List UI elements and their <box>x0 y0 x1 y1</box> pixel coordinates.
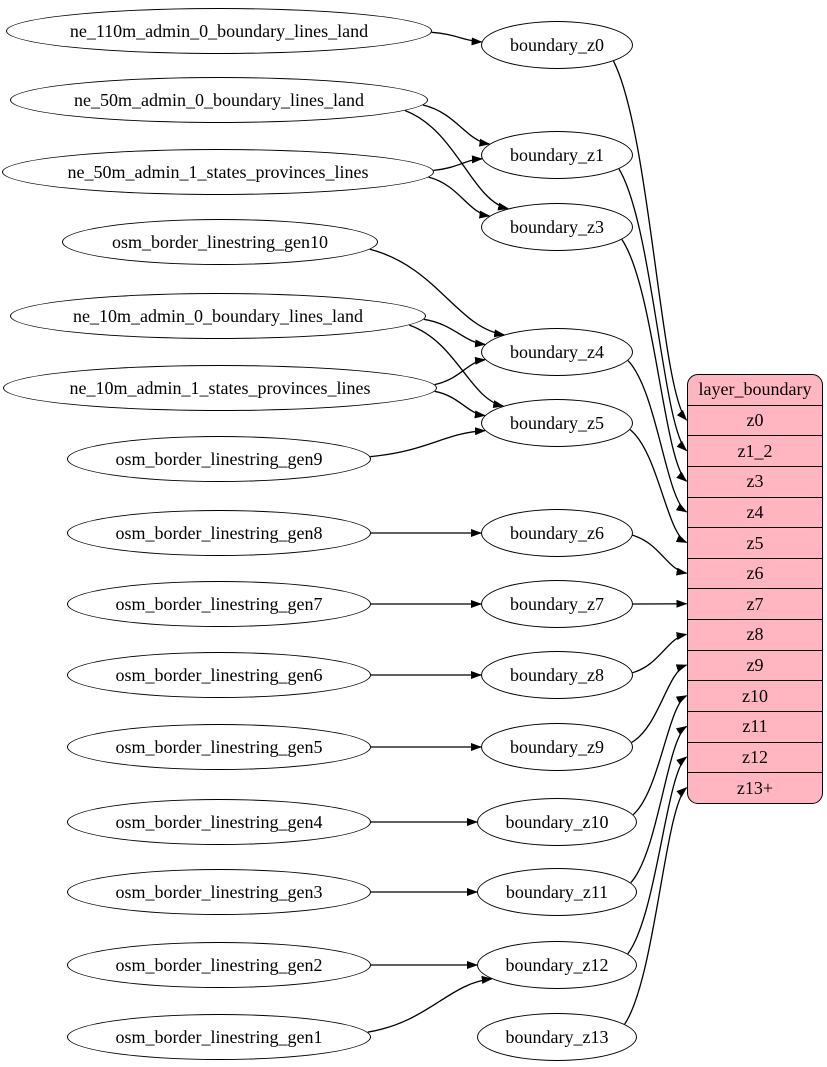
edge-ne_110m_admin_0_boundary_lines_land-to-boundary_z0 <box>431 31 483 46</box>
table-row-z5: z5 <box>688 527 822 558</box>
edge-boundary_z12-to-z12 <box>627 756 688 955</box>
node-boundary-z13: boundary_z13 <box>477 1013 637 1061</box>
node-ne-50m-admin-1-states-provinces-lines: ne_50m_admin_1_states_provinces_lines <box>2 149 434 195</box>
node-boundary-z10: boundary_z10 <box>477 798 637 846</box>
table-row-z0: z0 <box>688 404 822 436</box>
edge-osm_border_linestring_gen9-to-boundary_z5 <box>370 427 486 458</box>
table-row-z9: z9 <box>688 649 822 681</box>
node-osm-border-linestring-gen4: osm_border_linestring_gen4 <box>67 799 371 845</box>
node-boundary-z11: boundary_z11 <box>477 868 637 916</box>
node-boundary-z8: boundary_z8 <box>481 651 633 699</box>
node-boundary-z6: boundary_z6 <box>481 509 633 557</box>
edge-ne_10m_admin_0_boundary_lines_land-to-boundary_z4 <box>423 318 486 348</box>
edge-boundary_z8-to-z8 <box>632 632 688 674</box>
node-ne-110m-admin-0-boundary-lines-land: ne_110m_admin_0_boundary_lines_land <box>6 8 432 54</box>
table-title: layer_boundary <box>698 379 812 400</box>
node-osm-border-linestring-gen3: osm_border_linestring_gen3 <box>67 869 371 915</box>
node-boundary-z0: boundary_z0 <box>481 21 633 69</box>
node-boundary-z7: boundary_z7 <box>481 580 633 628</box>
node-boundary-z4: boundary_z4 <box>481 328 633 376</box>
node-osm-border-linestring-gen9: osm_border_linestring_gen9 <box>67 436 371 482</box>
edge-osm_border_linestring_gen1-to-boundary_z12 <box>367 975 493 1033</box>
table-row-z11: z11 <box>688 711 822 742</box>
edge-ne_50m_admin_0_boundary_lines_land-to-boundary_z1 <box>422 104 491 147</box>
node-boundary-z1: boundary_z1 <box>481 131 633 179</box>
table-row-z13-plus: z13+ <box>688 772 822 803</box>
node-ne-10m-admin-0-boundary-lines-land: ne_10m_admin_0_boundary_lines_land <box>10 293 426 339</box>
table-row-z10: z10 <box>688 680 822 711</box>
table-row-z8: z8 <box>688 619 822 650</box>
table-row-z6: z6 <box>688 557 822 589</box>
node-ne-10m-admin-1-states-provinces-lines: ne_10m_admin_1_states_provinces_lines <box>3 365 437 411</box>
node-osm-border-linestring-gen6: osm_border_linestring_gen6 <box>67 652 371 698</box>
layer-boundary-table: layer_boundary z0 z1_2 z3 z4 z5 z6 z7 z8… <box>687 374 823 804</box>
node-ne-50m-admin-0-boundary-lines-land: ne_50m_admin_0_boundary_lines_land <box>10 77 428 123</box>
edge-ne_10m_admin_0_boundary_lines_land-to-boundary_z5 <box>408 324 505 408</box>
edge-boundary_z11-to-z11 <box>630 725 688 884</box>
table-row-z7: z7 <box>688 588 822 619</box>
table-row-z4: z4 <box>688 496 822 528</box>
edge-boundary_z13-to-z13+ <box>624 786 688 1025</box>
table-row-z3: z3 <box>688 465 822 497</box>
node-boundary-z9: boundary_z9 <box>481 723 633 771</box>
table-row-z1-2: z1_2 <box>688 435 822 466</box>
edge-boundary_z3-to-z3 <box>621 239 688 482</box>
edge-boundary_z1-to-z1_2 <box>618 168 688 452</box>
node-osm-border-linestring-gen1: osm_border_linestring_gen1 <box>67 1014 371 1060</box>
edge-ne_50m_admin_1_states_provinces_lines-to-boundary_z3 <box>428 176 491 219</box>
edge-boundary_z0-to-z0 <box>612 60 688 421</box>
node-boundary-z5: boundary_z5 <box>481 399 633 447</box>
node-osm-border-linestring-gen2: osm_border_linestring_gen2 <box>67 942 371 988</box>
edge-ne_10m_admin_1_states_provinces_lines-to-boundary_z5 <box>434 390 486 419</box>
node-osm-border-linestring-gen7: osm_border_linestring_gen7 <box>67 581 371 627</box>
node-boundary-z12: boundary_z12 <box>477 941 637 989</box>
edge-boundary_z5-to-z5 <box>629 429 688 544</box>
node-osm-border-linestring-gen8: osm_border_linestring_gen8 <box>67 510 371 556</box>
edge-osm_border_linestring_gen10-to-boundary_z4 <box>369 248 506 338</box>
edge-boundary_z10-to-z10 <box>632 695 688 816</box>
node-osm-border-linestring-gen5: osm_border_linestring_gen5 <box>67 724 371 770</box>
node-osm-border-linestring-gen10: osm_border_linestring_gen10 <box>62 219 378 265</box>
edge-boundary_z4-to-z4 <box>627 360 688 513</box>
edge-ne_50m_admin_1_states_provinces_lines-to-boundary_z1 <box>433 155 483 172</box>
table-row-z12: z12 <box>688 741 822 773</box>
node-boundary-z3: boundary_z3 <box>481 203 633 251</box>
edge-boundary_z6-to-z6 <box>632 534 688 576</box>
edge-boundary_z9-to-z9 <box>631 664 688 743</box>
edge-ne_10m_admin_1_states_provinces_lines-to-boundary_z4 <box>434 356 486 386</box>
